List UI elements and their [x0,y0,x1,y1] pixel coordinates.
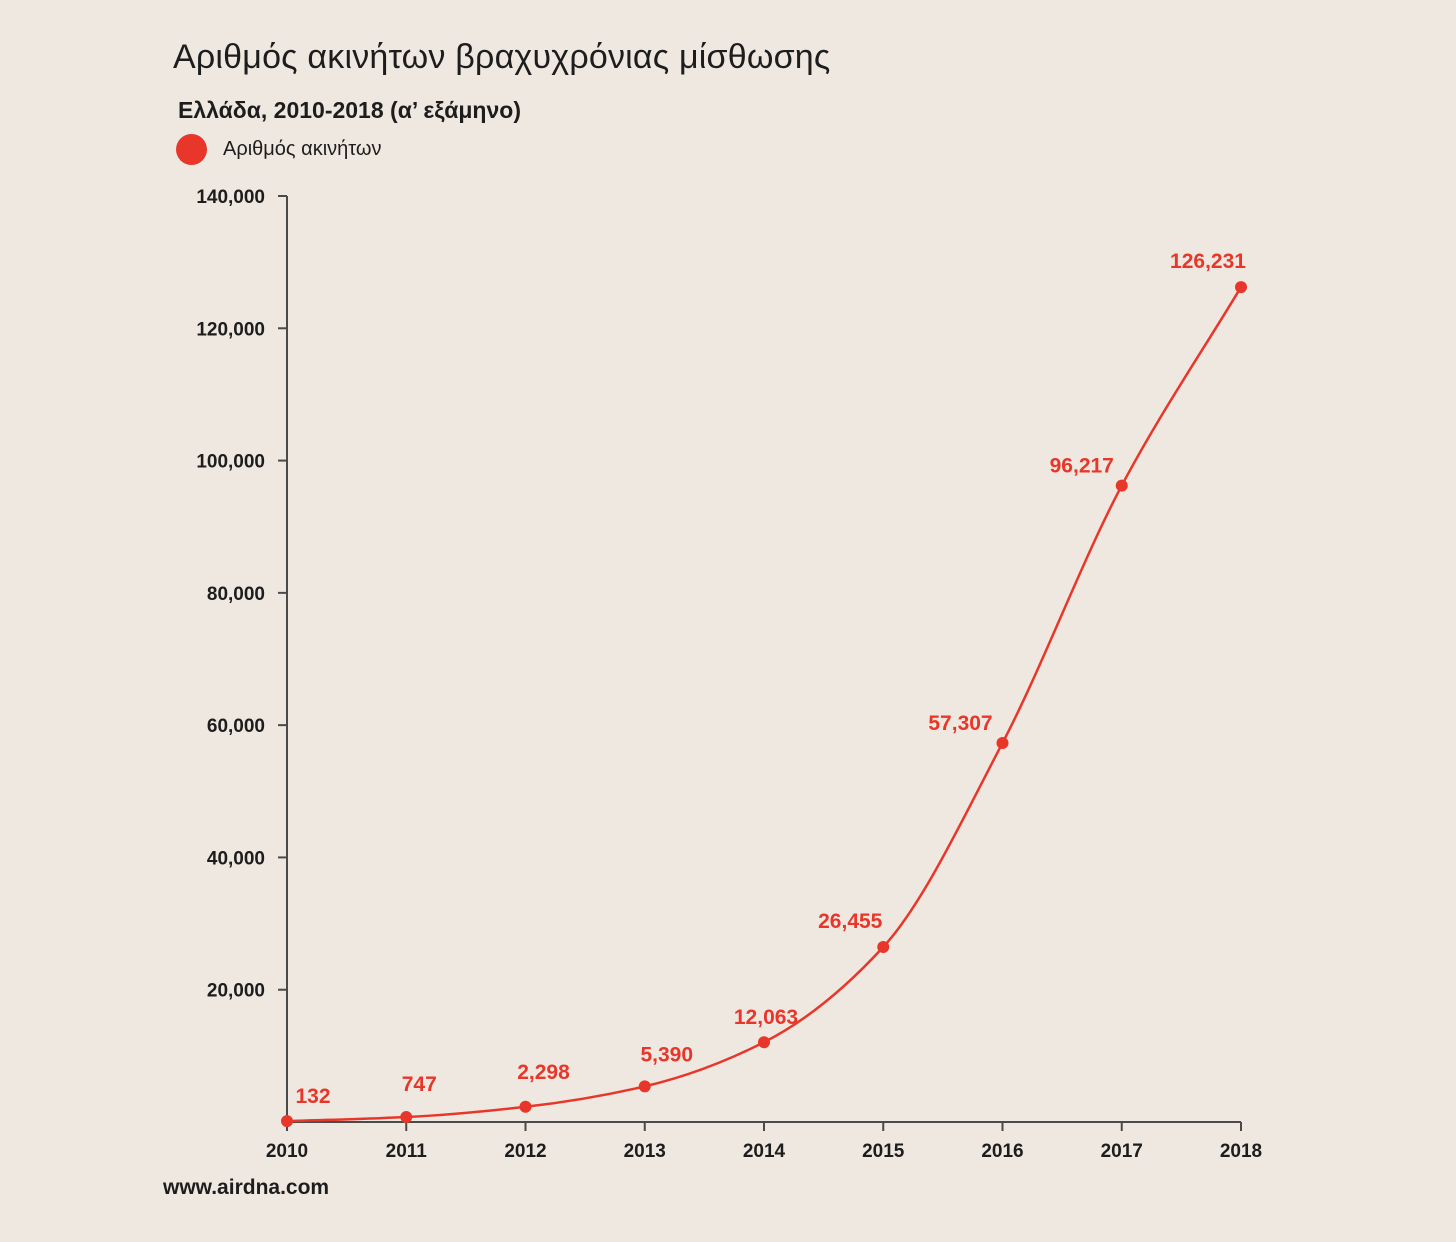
data-label: 126,231 [1170,250,1246,273]
chart-axes: 20,000 40,000 60,000 80,000 100,000 120,000 14… [196,187,1262,1162]
data-label: 132 [295,1085,330,1108]
data-label: 26,455 [818,910,883,933]
x-tick-label: 2014 [743,1141,786,1162]
y-tick-label: 100,000 [196,452,265,473]
data-point [996,736,1009,749]
legend-marker [176,134,207,165]
x-tick-label: 2018 [1220,1141,1262,1162]
data-point [400,1111,413,1124]
x-tick-label: 2017 [1101,1141,1143,1162]
y-tick-label: 140,000 [196,187,265,208]
data-label: 2,298 [517,1061,570,1084]
data-label: 5,390 [640,1043,693,1066]
y-tick-label: 40,000 [207,848,265,869]
x-tick-label: 2010 [266,1141,308,1162]
x-tick-label: 2016 [981,1141,1023,1162]
data-point [758,1036,770,1049]
x-tick-label: 2015 [862,1141,905,1162]
data-point [519,1100,532,1113]
chart-title: Αριθμός ακινήτων βραχυχρόνιας μίσθωσης [173,38,831,76]
data-label: 57,307 [928,712,992,735]
data-point [638,1080,651,1093]
data-point [1235,281,1247,294]
series-line [286,286,1243,1123]
legend: Αριθμός ακινήτων [176,134,382,165]
data-point [281,1115,293,1128]
data-points-layer [281,281,1247,1128]
series-line-layer [286,286,1243,1123]
data-point [877,941,890,954]
x-tick-label: 2011 [386,1141,428,1162]
chart-subtitle: Ελλάδα, 2010-2018 (α’ εξάμηνο) [178,97,521,123]
y-tick-label: 20,000 [207,981,265,1002]
legend-label: Αριθμός ακινήτων [223,138,382,160]
data-labels-layer: 132 747 2,298 5,390 12,063 26,455 57,307 96,217… [295,250,1246,1108]
data-label: 12,063 [734,1006,798,1029]
y-tick-label: 60,000 [207,716,265,737]
x-tick-label: 2013 [624,1141,666,1162]
x-tick-label: 2012 [504,1141,546,1162]
y-tick-label: 120,000 [196,319,265,340]
y-tick-label: 80,000 [207,584,265,605]
data-label: 96,217 [1050,455,1114,478]
data-label: 747 [402,1073,437,1096]
source-credit: www.airdna.com [163,1176,330,1199]
data-point [1115,479,1128,492]
